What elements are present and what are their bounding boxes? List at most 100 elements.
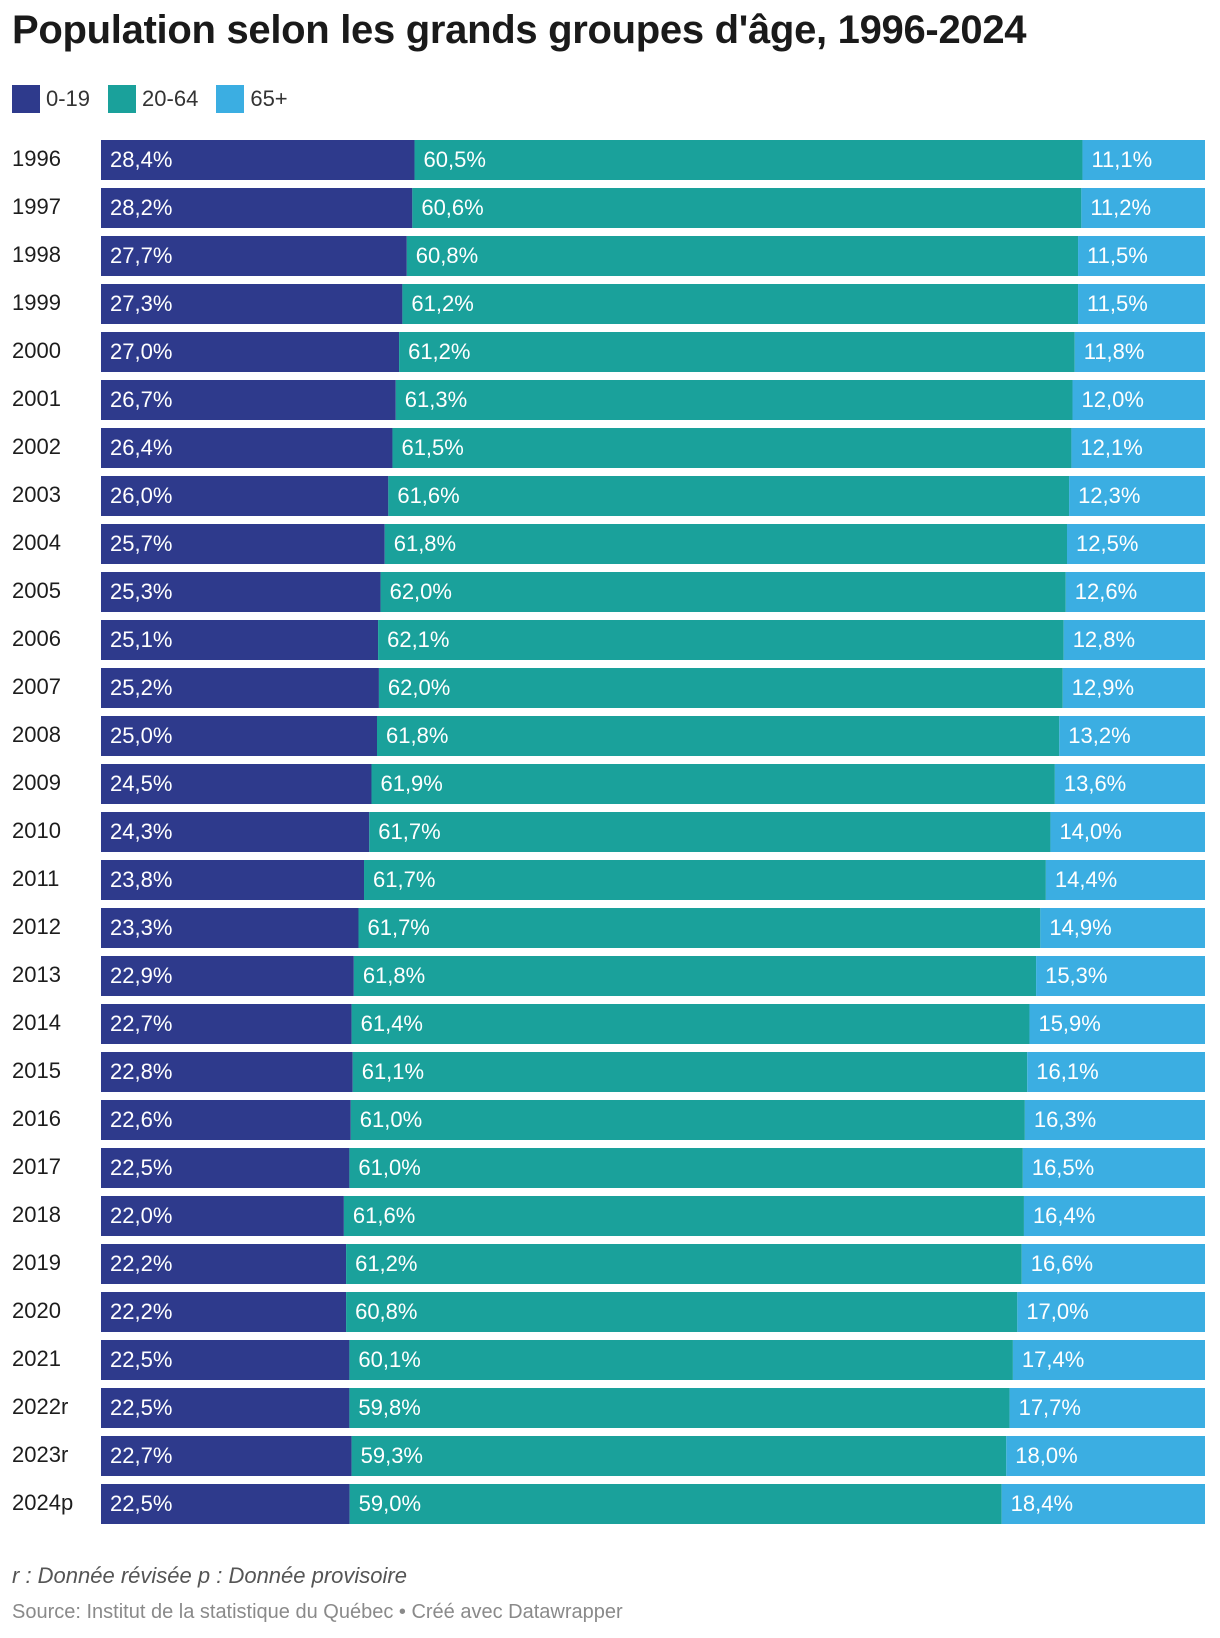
data-label-0-19-2007: 25,2% [110, 675, 172, 700]
data-label-0-19-1996: 28,4% [110, 147, 172, 172]
year-label-2002: 2002 [12, 434, 61, 459]
data-label-65-plus-2006: 12,8% [1073, 627, 1135, 652]
bar-segment-20-64-2010 [369, 812, 1051, 852]
bar-segment-65-plus-2006 [1063, 620, 1205, 660]
bar-segment-20-64-2000 [399, 332, 1075, 372]
data-label-65-plus-1998: 11,5% [1087, 243, 1148, 268]
bar-segment-65-plus-2017 [1022, 1148, 1205, 1188]
bar-segment-65-plus-2004 [1067, 524, 1205, 564]
year-label-2016: 2016 [12, 1106, 61, 1131]
year-label-2017: 2017 [12, 1154, 61, 1179]
data-label-65-plus-2022r: 17,7% [1019, 1395, 1081, 1420]
year-label-2019: 2019 [12, 1250, 61, 1275]
bar-segment-65-plus-1999 [1078, 284, 1205, 324]
bar-segment-0-19-2024p [101, 1484, 350, 1524]
data-label-0-19-2008: 25,0% [110, 723, 172, 748]
data-label-65-plus-2000: 11,8% [1084, 339, 1145, 364]
data-label-65-plus-2014: 15,9% [1038, 1011, 1100, 1036]
bar-segment-20-64-2007 [378, 668, 1063, 708]
data-label-20-64-2008: 61,8% [386, 723, 448, 748]
bar-segment-0-19-2021 [101, 1340, 350, 1380]
bar-segment-65-plus-2013 [1036, 956, 1205, 996]
chart-title: Population selon les grands groupes d'âg… [12, 8, 1027, 52]
data-label-65-plus-2016: 16,3% [1034, 1107, 1096, 1132]
year-label-2007: 2007 [12, 674, 61, 699]
data-label-20-64-2012: 61,7% [367, 915, 429, 940]
data-label-0-19-2023r: 22,7% [110, 1443, 172, 1468]
legend-label-20-64: 20-64 [142, 86, 199, 111]
data-label-0-19-2012: 23,3% [110, 915, 172, 940]
bar-segment-20-64-2013 [353, 956, 1037, 996]
data-label-0-19-2019: 22,2% [110, 1251, 172, 1276]
bar-segment-20-64-2021 [349, 1340, 1013, 1380]
data-label-20-64-2019: 61,2% [355, 1251, 417, 1276]
data-label-65-plus-2018: 16,4% [1033, 1203, 1095, 1228]
bar-segment-20-64-1997 [412, 188, 1082, 228]
legend-swatch-65-plus [216, 85, 245, 113]
bar-segment-65-plus-2007 [1062, 668, 1205, 708]
data-label-20-64-2021: 60,1% [358, 1347, 420, 1372]
data-label-65-plus-2013: 15,3% [1045, 963, 1107, 988]
bar-segment-20-64-2016 [350, 1100, 1025, 1140]
data-label-20-64-2011: 61,7% [373, 867, 435, 892]
year-label-2013: 2013 [12, 962, 61, 987]
bar-segment-20-64-2015 [352, 1052, 1028, 1092]
data-label-65-plus-2005: 12,6% [1075, 579, 1137, 604]
legend-label-0-19: 0-19 [46, 86, 91, 111]
bar-segment-0-19-2018 [101, 1196, 344, 1236]
data-label-20-64-1999: 61,2% [411, 291, 473, 316]
bar-segment-65-plus-2009 [1054, 764, 1205, 804]
bar-segment-20-64-2012 [358, 908, 1041, 948]
data-label-0-19-1999: 27,3% [110, 291, 172, 316]
data-label-0-19-2013: 22,9% [110, 963, 172, 988]
year-label-2023r: 2023r [12, 1442, 68, 1467]
bar-segment-65-plus-2015 [1027, 1052, 1205, 1092]
data-label-20-64-2002: 61,5% [401, 435, 463, 460]
data-label-65-plus-2019: 16,6% [1031, 1251, 1093, 1276]
bar-segment-20-64-1999 [402, 284, 1079, 324]
data-label-65-plus-1997: 11,2% [1090, 195, 1151, 220]
year-label-1999: 1999 [12, 290, 61, 315]
year-label-2021: 2021 [12, 1346, 61, 1371]
bar-segment-20-64-2009 [371, 764, 1055, 804]
year-label-2012: 2012 [12, 914, 61, 939]
data-label-0-19-2016: 22,6% [110, 1107, 172, 1132]
bar-segment-0-19-2009 [101, 764, 372, 804]
bar-segment-65-plus-2021 [1012, 1340, 1205, 1380]
bar-segment-65-plus-2020 [1017, 1292, 1205, 1332]
year-label-2011: 2011 [12, 866, 59, 891]
data-label-20-64-2006: 62,1% [387, 627, 449, 652]
data-label-20-64-2003: 61,6% [397, 483, 459, 508]
data-label-65-plus-1999: 11,5% [1087, 291, 1148, 316]
bar-segment-20-64-1998 [406, 236, 1079, 276]
data-label-20-64-2016: 61,0% [360, 1107, 422, 1132]
bar-segment-65-plus-2024p [1001, 1484, 1205, 1524]
bar-segment-65-plus-2008 [1059, 716, 1205, 756]
bar-segment-65-plus-2011 [1045, 860, 1205, 900]
bar-segment-65-plus-2023r [1006, 1436, 1205, 1476]
year-label-2006: 2006 [12, 626, 61, 651]
bar-segment-0-19-2002 [101, 428, 393, 468]
data-label-20-64-2020: 60,8% [355, 1299, 417, 1324]
data-label-0-19-2010: 24,3% [110, 819, 172, 844]
bar-segment-0-19-2016 [101, 1100, 351, 1140]
bar-segment-20-64-2006 [378, 620, 1064, 660]
data-label-0-19-2009: 24,5% [110, 771, 172, 796]
data-label-0-19-2022r: 22,5% [110, 1395, 172, 1420]
bar-segment-65-plus-2018 [1023, 1196, 1205, 1236]
data-label-65-plus-2007: 12,9% [1072, 675, 1134, 700]
data-label-20-64-2023r: 59,3% [361, 1443, 423, 1468]
data-label-65-plus-1996: 11,1% [1091, 147, 1152, 172]
bar-segment-0-19-2010 [101, 812, 370, 852]
data-label-65-plus-2009: 13,6% [1064, 771, 1126, 796]
data-label-0-19-2014: 22,7% [110, 1011, 172, 1036]
year-label-2018: 2018 [12, 1202, 61, 1227]
year-label-2004: 2004 [12, 530, 61, 555]
data-label-20-64-2005: 62,0% [390, 579, 452, 604]
bar-segment-20-64-2023r [351, 1436, 1007, 1476]
chart-legend: 0-19 20-64 65+ [12, 84, 306, 114]
data-label-65-plus-2017: 16,5% [1032, 1155, 1094, 1180]
data-label-20-64-2015: 61,1% [362, 1059, 424, 1084]
data-label-0-19-2003: 26,0% [110, 483, 172, 508]
bar-segment-20-64-2017 [349, 1148, 1023, 1188]
